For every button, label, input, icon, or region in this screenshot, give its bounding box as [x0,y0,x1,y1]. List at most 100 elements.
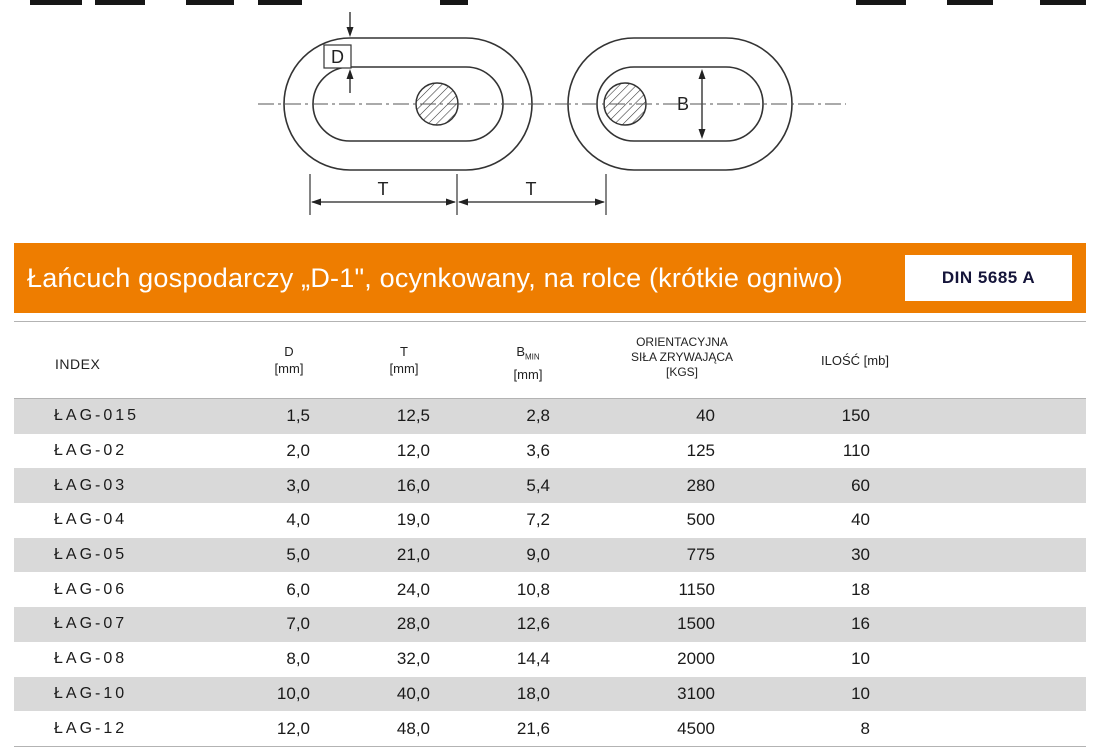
cell-qty: 16 [851,614,870,634]
col-header-b-label: BMIN [516,344,540,362]
cell-force: 4500 [677,718,715,738]
table-row: ŁAG-02 2,0 12,0 3,6 125 110 [14,433,1086,469]
cell-force: 125 [686,441,715,461]
dimension-t-left: T [309,174,458,215]
col-header-b: BMIN [mm] [514,343,543,383]
cell-force: 500 [686,510,715,530]
cropped-text-fragment [30,0,82,5]
cell-force: 1150 [678,579,715,599]
cell-b: 14,4 [516,649,550,669]
cell-force: 40 [696,406,715,426]
cell-d: 5,0 [286,545,310,565]
table-row: ŁAG-10 10,0 40,0 18,0 3100 10 [14,676,1086,712]
cropped-text-fragment [95,0,145,5]
cell-t: 12,0 [396,441,430,461]
cell-t: 24,0 [396,579,430,599]
cell-force: 3100 [677,683,715,703]
cell-index: ŁAG-02 [54,442,128,460]
cell-index: ŁAG-015 [54,407,140,425]
cell-d: 10,0 [276,683,310,703]
table-row: ŁAG-06 6,0 24,0 10,8 1150 18 [14,572,1086,608]
cell-qty: 10 [851,683,870,703]
cell-t: 12,5 [396,406,430,426]
cell-d: 3,0 [286,475,310,495]
cell-d: 1,5 [286,406,310,426]
cell-d: 7,0 [286,614,310,634]
cell-qty: 60 [851,475,870,495]
col-header-force-line1: ORIENTACYJNA [636,335,728,349]
cell-b: 3,6 [526,441,550,461]
cell-qty: 40 [851,510,870,530]
cropped-text-fragment [258,0,302,5]
col-header-t: T [mm] [390,343,419,377]
col-header-t-unit: [mm] [389,361,419,376]
table-body: ŁAG-015 1,5 12,5 2,8 40 150 ŁAG-02 2,0 1… [14,399,1086,747]
cell-index: ŁAG-08 [54,650,128,668]
cell-qty: 8 [860,718,870,738]
cell-b: 7,2 [526,510,550,530]
cropped-text-fragment [947,0,993,5]
cell-t: 19,0 [396,510,430,530]
cell-qty: 110 [842,441,870,461]
cell-qty: 30 [851,545,870,565]
col-header-b-subscript: MIN [524,352,540,362]
cell-d: 8,0 [286,649,310,669]
col-header-b-unit: [mm] [513,366,543,382]
col-header-d: D [mm] [275,343,304,377]
wire-cross-section-left [415,82,459,126]
product-title: Łańcuch gospodarczy „D-1", ocynkowany, n… [27,262,843,293]
cell-b: 10,8 [516,579,550,599]
cell-b: 12,6 [516,614,550,634]
cell-qty: 150 [841,406,870,426]
spec-table: INDEX D [mm] T [mm] BMIN [mm] ORIENTACYJ… [14,321,1086,747]
cell-qty: 10 [851,649,870,669]
col-header-force: ORIENTACYJNA SIŁA ZRYWAJĄCA [KGS] [631,335,733,380]
dimension-d: D [323,12,354,93]
cell-d: 12,0 [276,718,310,738]
cell-b: 9,0 [526,545,550,565]
din-standard-label: DIN 5685 A [941,268,1036,287]
cell-index: ŁAG-12 [54,719,128,737]
cell-b: 18,0 [516,683,550,703]
cell-t: 48,0 [396,718,430,738]
col-header-force-line3: [KGS] [665,365,698,379]
dimension-t-right-label: T [526,179,537,199]
cell-index: ŁAG-06 [54,580,128,598]
cell-force: 2000 [677,649,715,669]
table-row: ŁAG-03 3,0 16,0 5,4 280 60 [14,468,1086,504]
col-header-qty: ILOŚĆ [mb] [821,353,889,368]
cell-force: 775 [686,545,715,565]
table-row: ŁAG-05 5,0 21,0 9,0 775 30 [14,537,1086,573]
cell-index: ŁAG-03 [54,476,128,494]
cell-b: 2,8 [526,406,550,426]
cropped-text-fragment [440,0,468,5]
cell-t: 21,0 [396,545,430,565]
col-header-d-label: D [284,344,294,359]
table-row: ŁAG-12 12,0 48,0 21,6 4500 8 [14,711,1086,746]
cell-force: 280 [686,475,715,495]
table-row: ŁAG-08 8,0 32,0 14,4 2000 10 [14,641,1086,677]
col-header-t-label: T [400,344,408,359]
cell-t: 32,0 [396,649,430,669]
cropped-text-fragment [856,0,906,5]
col-header-force-line2: SIŁA ZRYWAJĄCA [630,350,734,364]
table-header: INDEX D [mm] T [mm] BMIN [mm] ORIENTACYJ… [14,321,1086,399]
cell-t: 40,0 [396,683,430,703]
col-header-index: INDEX [55,356,101,372]
cell-t: 16,0 [396,475,430,495]
table-row: ŁAG-04 4,0 19,0 7,2 500 40 [14,503,1086,538]
din-standard-badge: DIN 5685 A [905,255,1072,301]
chain-dimension-diagram: D B T T [258,12,846,215]
cropped-text-fragment [186,0,234,5]
cell-index: ŁAG-10 [54,684,128,702]
cell-t: 28,0 [396,614,430,634]
cell-d: 2,0 [286,441,310,461]
dimension-d-label: D [331,47,344,67]
dimension-t-right: T [458,174,607,215]
table-row: ŁAG-07 7,0 28,0 12,6 1500 16 [14,607,1086,642]
table-row: ŁAG-015 1,5 12,5 2,8 40 150 [14,399,1086,434]
product-title-bar: Łańcuch gospodarczy „D-1", ocynkowany, n… [14,243,1086,313]
cell-b: 5,4 [526,475,550,495]
cell-index: ŁAG-07 [54,615,128,633]
